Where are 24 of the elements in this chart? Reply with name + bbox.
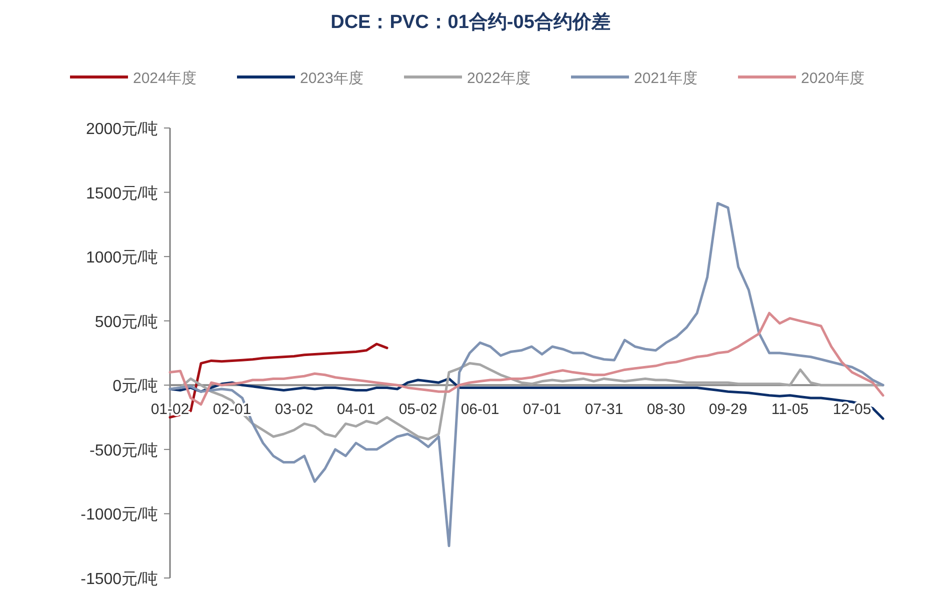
- y-tick-label: 2000元/吨: [86, 120, 158, 138]
- x-tick-label: 06-01: [460, 401, 500, 418]
- x-tick-label: 07-01: [522, 401, 562, 418]
- x-tick-label: 11-05: [771, 401, 809, 418]
- legend-label: 2024年度: [133, 70, 196, 87]
- legend-label: 2023年度: [300, 70, 364, 87]
- y-tick-label: 500元/吨: [94, 312, 158, 331]
- legend-label: 2020年度: [801, 70, 864, 87]
- y-tick-label: 0元/吨: [112, 377, 158, 396]
- y-tick-label: -1500元/吨: [80, 570, 158, 588]
- legend-label: 2022年度: [467, 70, 530, 87]
- x-tick-label: 07-31: [584, 401, 624, 418]
- x-tick-label: 04-01: [336, 401, 376, 418]
- y-tick-label: 1000元/吨: [86, 248, 158, 267]
- x-tick-label: 08-30: [646, 401, 686, 418]
- y-tick-label: -500元/吨: [90, 441, 158, 460]
- x-tick-label: 05-02: [398, 401, 438, 418]
- y-tick-label: 1500元/吨: [86, 184, 158, 202]
- y-tick-label: -1000元/吨: [80, 506, 158, 524]
- chart-title: DCE：PVC：01合约-05合约价差: [330, 11, 610, 33]
- x-tick-label: 03-02: [274, 401, 314, 418]
- x-tick-label: 12-05: [832, 401, 872, 418]
- x-tick-label: 09-29: [708, 401, 748, 418]
- legend-label: 2021年度: [634, 70, 698, 87]
